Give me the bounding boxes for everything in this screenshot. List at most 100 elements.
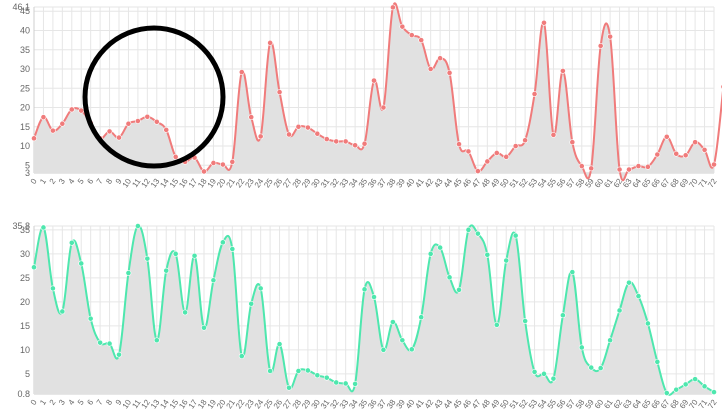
data-point[interactable] [673,386,680,393]
data-point[interactable] [465,148,472,155]
data-point[interactable] [607,337,614,344]
data-point[interactable] [276,89,283,96]
data-point[interactable] [389,4,396,11]
data-point[interactable] [588,165,595,172]
data-point[interactable] [106,128,113,135]
data-point[interactable] [474,230,481,237]
data-point[interactable] [559,312,566,319]
data-point[interactable] [68,239,75,246]
data-point[interactable] [31,264,37,271]
data-point[interactable] [493,321,500,328]
data-point[interactable] [286,131,292,138]
data-point[interactable] [191,252,198,259]
data-point[interactable] [663,390,670,396]
data-point[interactable] [31,135,37,142]
data-point[interactable] [201,168,207,175]
data-point[interactable] [267,39,274,46]
data-point[interactable] [238,353,245,359]
data-point[interactable] [541,19,547,26]
data-point[interactable] [144,113,151,120]
data-point[interactable] [399,23,406,30]
data-point[interactable] [361,286,368,293]
data-point[interactable] [569,139,576,146]
data-point[interactable] [125,120,132,127]
data-point[interactable] [59,308,66,315]
data-point[interactable] [333,379,340,386]
data-point[interactable] [163,267,170,274]
data-point[interactable] [635,293,642,299]
data-point[interactable] [352,381,359,387]
data-point[interactable] [380,346,387,353]
data-point[interactable] [531,91,538,97]
data-point[interactable] [465,226,472,233]
data-point[interactable] [201,324,207,331]
data-point[interactable] [286,384,292,391]
data-point[interactable] [654,358,661,365]
data-point[interactable] [295,368,302,374]
data-point[interactable] [503,257,510,264]
data-point[interactable] [437,244,444,251]
data-point[interactable] [163,126,170,133]
data-point[interactable] [550,131,557,138]
data-point[interactable] [578,163,585,169]
data-point[interactable] [134,223,141,229]
data-point[interactable] [238,69,245,75]
data-point[interactable] [248,300,255,307]
data-point[interactable] [644,163,651,170]
data-point[interactable] [323,374,330,381]
data-point[interactable] [578,344,585,351]
data-point[interactable] [663,133,670,140]
data-point[interactable] [182,309,189,316]
data-point[interactable] [257,285,264,292]
data-point[interactable] [342,380,349,387]
data-point[interactable] [87,315,94,322]
data-point[interactable] [456,286,462,293]
data-point[interactable] [541,370,547,377]
data-point[interactable] [512,143,519,149]
data-point[interactable] [559,68,566,74]
data-point[interactable] [97,339,104,346]
data-point[interactable] [153,337,160,344]
data-point[interactable] [597,365,604,371]
data-point[interactable] [692,139,699,146]
data-point[interactable] [333,138,340,145]
data-point[interactable] [493,150,500,156]
data-point[interactable] [40,114,47,121]
data-point[interactable] [522,318,529,324]
data-point[interactable] [371,77,377,84]
data-point[interactable] [144,255,151,262]
data-point[interactable] [682,152,689,159]
data-point[interactable] [711,161,717,168]
data-point[interactable] [484,251,491,258]
data-point[interactable] [418,37,425,44]
data-point[interactable] [295,123,302,130]
data-point[interactable] [134,118,141,124]
data-point[interactable] [701,383,708,390]
data-point[interactable] [437,55,444,62]
data-point[interactable] [380,104,387,111]
data-point[interactable] [673,150,680,157]
data-point[interactable] [597,43,604,49]
data-point[interactable] [116,134,122,141]
data-point[interactable] [323,136,330,143]
data-point[interactable] [607,33,614,40]
data-point[interactable] [389,319,396,325]
data-point[interactable] [210,277,217,284]
data-point[interactable] [654,151,661,158]
data-point[interactable] [229,246,236,252]
data-point[interactable] [40,224,47,231]
data-point[interactable] [408,32,415,39]
data-point[interactable] [427,66,434,72]
data-point[interactable] [588,364,595,371]
data-point[interactable] [446,69,453,76]
data-point[interactable] [276,341,283,347]
data-point[interactable] [153,118,160,125]
data-point[interactable] [531,369,538,375]
data-point[interactable] [304,124,311,131]
data-point[interactable] [692,376,699,383]
data-point[interactable] [342,138,349,145]
data-point[interactable] [49,285,56,292]
data-point[interactable] [106,340,113,347]
data-point[interactable] [361,140,368,147]
data-point[interactable] [219,161,226,168]
